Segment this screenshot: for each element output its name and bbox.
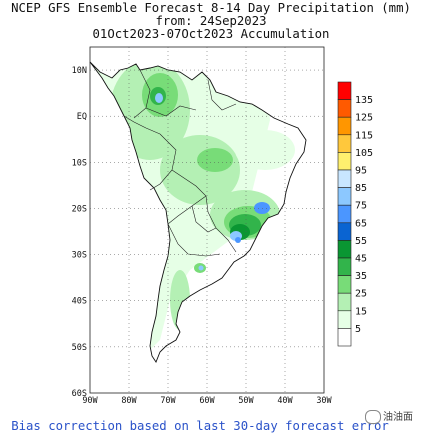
legend-level-label: 85 xyxy=(355,183,367,194)
map-title-line3: 01Oct2023-07Oct2023 Accumulation xyxy=(92,27,330,41)
legend-swatch xyxy=(337,81,352,100)
legend-swatch xyxy=(337,292,352,312)
legend-level-label: 15 xyxy=(355,306,367,317)
watermark-text: 油油面 xyxy=(383,412,413,423)
legend-swatch xyxy=(337,275,352,294)
legend-level-label: 65 xyxy=(355,218,367,229)
longitude-label: 80W xyxy=(121,396,137,406)
longitude-labels: 90W 80W 70W 60W 50W 40W 30W xyxy=(82,396,332,406)
legend-swatch xyxy=(337,152,352,171)
latitude-label: EQ xyxy=(77,112,87,122)
latitude-label: 40S xyxy=(72,297,87,307)
legend-swatch xyxy=(337,99,352,118)
latitude-labels: 10N EQ 10S 20S 30S 40S 50S 60S xyxy=(72,66,87,399)
legend-level-label: 55 xyxy=(355,236,367,247)
legend-level-label: 105 xyxy=(355,148,373,159)
legend-swatch xyxy=(337,328,352,347)
latitude-label: 10N xyxy=(72,66,87,76)
map-title-line1: NCEP GFS Ensemble Forecast 8-14 Day Prec… xyxy=(11,1,411,15)
legend-level-label: 115 xyxy=(355,130,373,141)
legend-swatch xyxy=(337,222,352,241)
longitude-label: 50W xyxy=(238,396,254,406)
latitude-label: 60S xyxy=(72,389,87,399)
longitude-label: 30W xyxy=(316,396,332,406)
legend-swatch xyxy=(337,240,352,259)
legend-level-label: 45 xyxy=(355,254,367,265)
latitude-label: 50S xyxy=(72,343,87,353)
legend-swatch xyxy=(337,187,352,206)
longitude-label: 60W xyxy=(199,396,215,406)
graticule xyxy=(90,47,324,393)
latitude-label: 20S xyxy=(72,204,87,214)
legend-swatch xyxy=(337,257,352,276)
longitude-label: 40W xyxy=(277,396,293,406)
legend-level-label: 25 xyxy=(355,289,367,300)
legend-level-label: 125 xyxy=(355,113,373,124)
map-title-line2: from: 24Sep2023 xyxy=(155,14,267,28)
latitude-label: 10S xyxy=(72,158,87,168)
legend-swatch xyxy=(337,134,352,153)
legend-level-label: 5 xyxy=(355,324,361,335)
precip-legend: 135 125 115 105 95 85 75 65 55 45 35 25 15 5 xyxy=(337,81,373,347)
legend-level-label: 35 xyxy=(355,271,367,282)
longitude-label: 70W xyxy=(160,396,176,406)
chat-bubble-icon xyxy=(365,410,381,424)
watermark: 油油面 xyxy=(365,408,413,424)
legend-swatch xyxy=(337,310,352,329)
coastline xyxy=(89,61,307,363)
latitude-label: 30S xyxy=(72,251,87,261)
legend-level-label: 135 xyxy=(355,95,373,106)
legend-level-label: 95 xyxy=(355,166,367,177)
legend-swatch xyxy=(337,204,352,224)
legend-swatch xyxy=(337,169,352,188)
legend-swatch xyxy=(337,116,352,136)
legend-level-label: 75 xyxy=(355,201,367,212)
longitude-label: 90W xyxy=(82,396,98,406)
bias-correction-note: Bias correction based on last 30-day for… xyxy=(11,419,389,433)
